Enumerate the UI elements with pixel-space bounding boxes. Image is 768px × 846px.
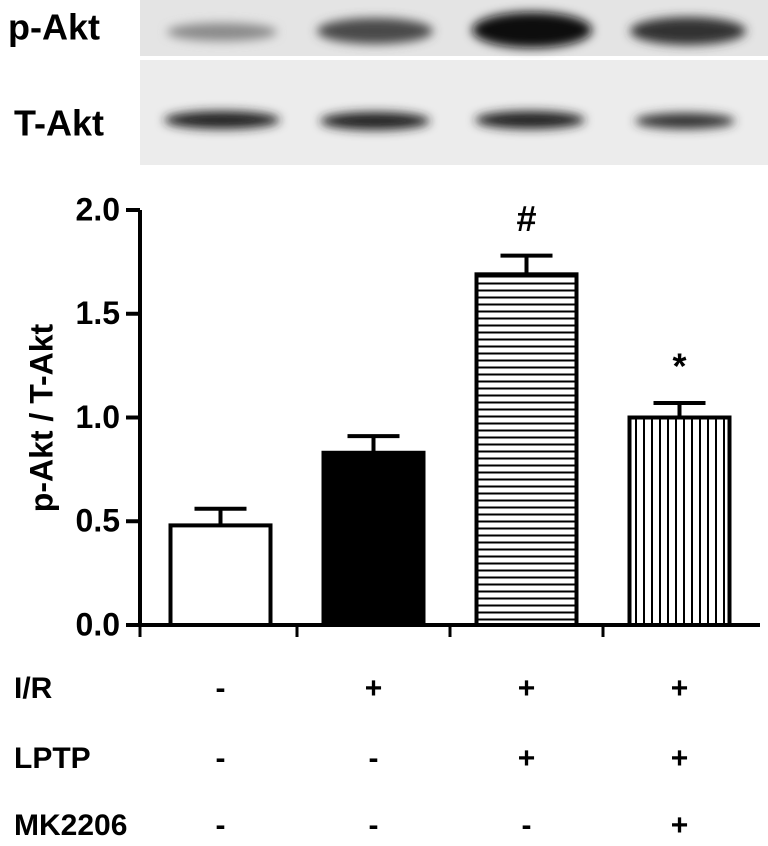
blot-label: p-Akt: [8, 7, 100, 48]
condition-label: LPTP: [14, 742, 91, 775]
significance-mark: #: [516, 198, 536, 239]
condition-value: -: [216, 742, 226, 775]
condition-label: I/R: [14, 672, 53, 705]
blot-band: [320, 112, 430, 130]
y-tick-label: 1.0: [76, 399, 120, 435]
bar: [474, 272, 579, 627]
condition-value: -: [216, 672, 226, 705]
blot-band: [472, 12, 592, 48]
y-axis-label: p-Akt / T-Akt: [23, 323, 59, 512]
blot-band: [164, 111, 280, 129]
condition-label: MK2206: [14, 809, 127, 842]
condition-value: +: [671, 742, 689, 775]
y-tick-label: 0.5: [76, 503, 120, 539]
y-tick-label: 1.5: [76, 295, 120, 331]
blot-band: [475, 111, 585, 129]
bar: [627, 415, 732, 627]
bar: [321, 450, 426, 627]
condition-value: +: [365, 672, 383, 705]
condition-value: -: [369, 809, 379, 842]
condition-value: -: [522, 809, 532, 842]
significance-mark: *: [672, 345, 686, 386]
condition-value: +: [518, 742, 536, 775]
blot-band: [167, 23, 277, 41]
condition-value: -: [369, 742, 379, 775]
condition-value: +: [518, 672, 536, 705]
y-tick-label: 2.0: [76, 191, 120, 227]
condition-value: +: [671, 672, 689, 705]
blot-band: [317, 18, 433, 44]
condition-value: -: [216, 809, 226, 842]
blot-band: [635, 113, 735, 129]
bar: [168, 523, 273, 628]
blot-band: [630, 17, 746, 45]
western-blot: p-Akt T-Akt: [8, 0, 768, 165]
blot-label: T-Akt: [14, 103, 104, 144]
condition-value: +: [671, 809, 689, 842]
y-tick-label: 0.0: [76, 606, 120, 642]
